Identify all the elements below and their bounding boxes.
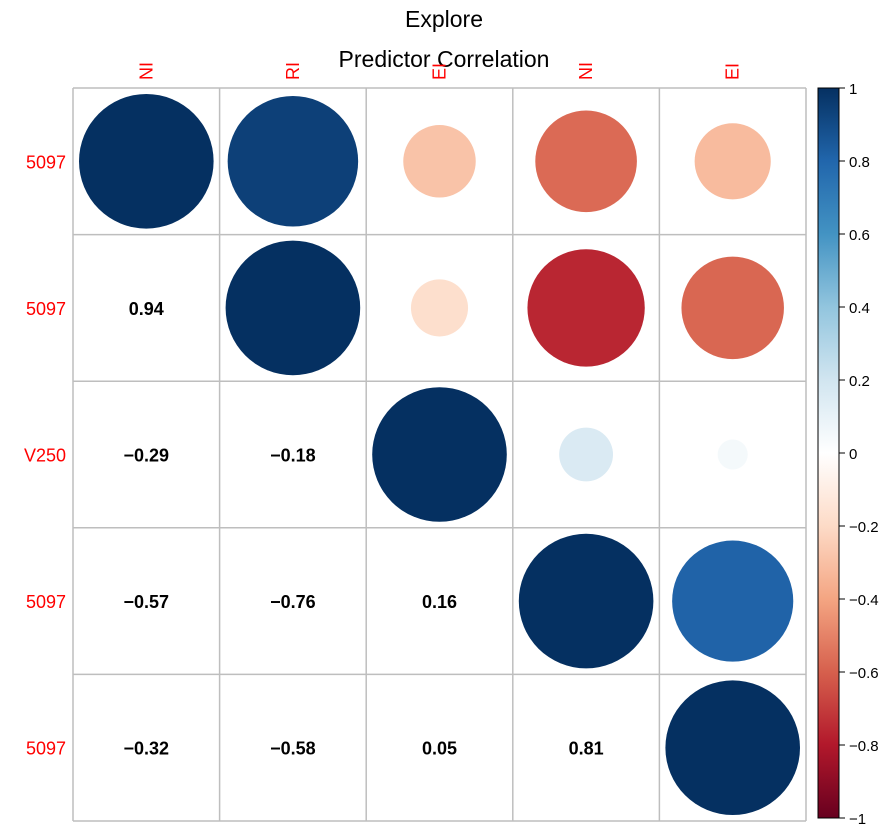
colorbar-tick-label: −1 <box>849 811 866 828</box>
column-label: NI <box>576 62 596 80</box>
correlation-value-label: −0.18 <box>270 446 316 466</box>
colorbar <box>817 87 840 819</box>
column-label: NI <box>136 62 156 80</box>
correlation-value-label: −0.58 <box>270 739 316 759</box>
correlation-circle <box>694 123 771 200</box>
correlation-circle <box>403 125 476 198</box>
row-label: 5097 <box>26 299 66 319</box>
colorbar-tick-label: 0.8 <box>849 154 870 171</box>
colorbar-tick-label: 1 <box>849 81 857 98</box>
chart-title-line-2: Predictor Correlation <box>338 46 550 72</box>
correlation-value-label: −0.76 <box>270 592 316 612</box>
correlation-circle <box>665 680 800 815</box>
correlation-value-label: 0.81 <box>569 739 604 759</box>
row-label: V250 <box>24 446 66 466</box>
row-label: 5097 <box>26 739 66 759</box>
column-label: RI <box>283 62 303 80</box>
correlation-value-label: −0.32 <box>124 739 170 759</box>
correlation-circle <box>372 387 507 522</box>
chart-title-line-1: Explore <box>405 6 483 32</box>
colorbar-tick-label: 0 <box>849 446 857 463</box>
correlation-circle <box>681 256 784 360</box>
correlation-value-label: 0.05 <box>422 739 457 759</box>
colorbar-tick-label: −0.8 <box>849 738 879 755</box>
colorbar-tick-label: 0.6 <box>849 227 870 244</box>
correlation-circle <box>717 439 748 470</box>
correlation-value-label: −0.29 <box>124 446 170 466</box>
correlation-circle <box>79 94 214 229</box>
colorbar-tick-label: −0.2 <box>849 519 879 536</box>
row-label: 5097 <box>26 152 66 172</box>
column-label: EI <box>430 63 450 80</box>
correlation-circle <box>518 533 654 669</box>
correlation-circle <box>535 110 637 213</box>
colorbar-tick-label: 0.2 <box>849 373 870 390</box>
correlation-circle <box>410 279 469 337</box>
correlation-circle <box>559 427 614 482</box>
row-label: 5097 <box>26 592 66 612</box>
colorbar-tick-label: −0.6 <box>849 665 879 682</box>
correlation-value-label: −0.57 <box>124 592 170 612</box>
correlation-circle <box>672 540 794 662</box>
correlation-circle <box>227 96 359 227</box>
colorbar-tick-label: 0.4 <box>849 300 870 317</box>
column-label: EI <box>723 63 743 80</box>
correlation-value-label: 0.94 <box>129 299 164 319</box>
correlation-circle <box>225 240 361 376</box>
correlation-value-label: 0.16 <box>422 592 457 612</box>
correlation-circle <box>527 249 645 367</box>
colorbar-tick-label: −0.4 <box>849 592 879 609</box>
